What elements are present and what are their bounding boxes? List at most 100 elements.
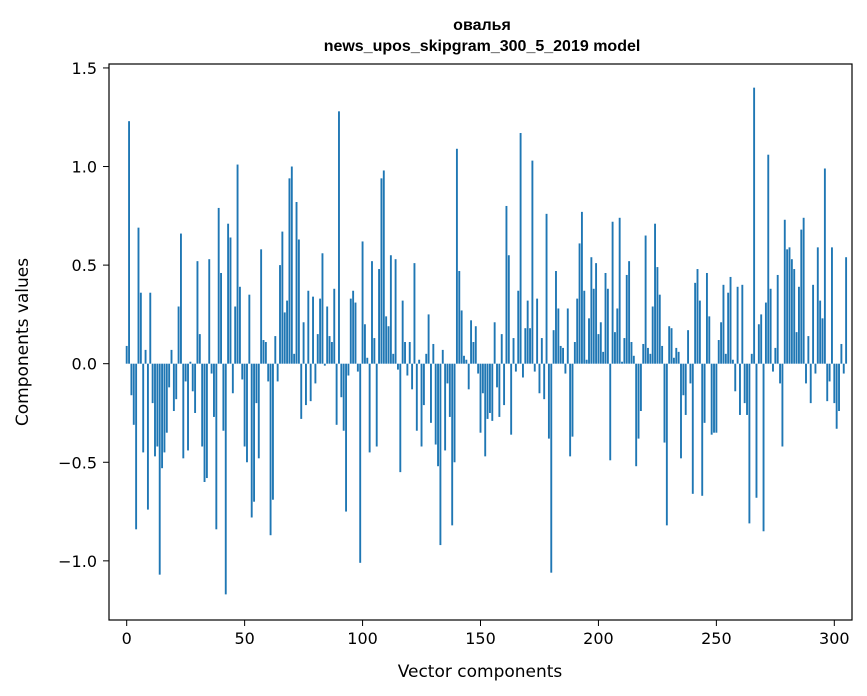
bar-68 xyxy=(286,300,289,364)
bar-0 xyxy=(125,345,128,364)
bar-164 xyxy=(512,338,515,364)
bar-87 xyxy=(330,342,333,364)
bar-41 xyxy=(222,363,225,431)
bar-223 xyxy=(651,306,654,364)
bar-66 xyxy=(281,231,284,364)
bar-180 xyxy=(550,363,553,573)
bar-10 xyxy=(149,292,152,364)
bar-48 xyxy=(238,286,241,364)
bar-54 xyxy=(253,363,256,502)
bar-56 xyxy=(257,363,260,459)
bar-247 xyxy=(708,316,711,364)
bar-224 xyxy=(654,223,656,364)
bar-186 xyxy=(564,363,567,374)
bar-229 xyxy=(665,363,668,526)
bar-61 xyxy=(269,363,272,536)
x-tick-label: 0 xyxy=(122,629,132,648)
bar-288 xyxy=(805,363,807,384)
bar-225 xyxy=(656,267,659,364)
bar-243 xyxy=(698,300,701,364)
bar-156 xyxy=(493,322,496,364)
bar-101 xyxy=(363,324,366,364)
bar-274 xyxy=(772,363,774,372)
bar-140 xyxy=(455,148,458,364)
bar-95 xyxy=(349,298,352,364)
bar-35 xyxy=(208,259,211,364)
bar-253 xyxy=(722,284,725,364)
bar-65 xyxy=(279,265,281,364)
bar-67 xyxy=(283,312,286,364)
bar-143 xyxy=(463,355,465,364)
x-tick-label: 150 xyxy=(465,629,496,648)
bar-4 xyxy=(135,363,138,530)
bar-98 xyxy=(356,363,359,372)
bar-182 xyxy=(555,271,557,364)
bar-245 xyxy=(703,363,706,423)
bar-254 xyxy=(724,353,727,364)
bar-197 xyxy=(590,257,593,364)
bar-107 xyxy=(378,269,381,364)
bar-232 xyxy=(672,357,675,364)
bar-226 xyxy=(658,294,661,364)
bar-199 xyxy=(595,263,598,364)
bar-38 xyxy=(215,363,218,530)
bar-219 xyxy=(642,343,645,364)
bar-221 xyxy=(647,347,649,364)
y-tick-label: 1.0 xyxy=(72,158,97,177)
bar-128 xyxy=(427,314,430,364)
bar-201 xyxy=(599,322,602,364)
bar-24 xyxy=(182,363,185,459)
bar-242 xyxy=(696,269,699,364)
bar-114 xyxy=(394,259,397,364)
bar-103 xyxy=(368,363,371,453)
bar-152 xyxy=(484,363,487,457)
bar-7 xyxy=(142,363,145,453)
bar-74 xyxy=(300,363,303,419)
x-tick-label: 200 xyxy=(583,629,614,648)
x-tick-label: 300 xyxy=(819,629,850,648)
bar-112 xyxy=(389,255,392,364)
bar-139 xyxy=(453,363,456,463)
bar-175 xyxy=(538,363,541,394)
bar-190 xyxy=(573,342,576,364)
bar-127 xyxy=(425,353,428,364)
bar-183 xyxy=(557,308,560,364)
bar-157 xyxy=(496,363,498,388)
y-tick-label: −0.5 xyxy=(58,453,97,472)
bar-45 xyxy=(231,363,234,394)
bar-137 xyxy=(448,363,451,417)
bar-170 xyxy=(526,300,529,364)
bar-73 xyxy=(297,239,300,364)
bar-241 xyxy=(694,282,697,364)
bar-179 xyxy=(547,363,550,439)
bar-291 xyxy=(812,284,815,364)
bar-37 xyxy=(213,363,215,417)
bar-302 xyxy=(838,363,840,412)
bar-236 xyxy=(682,363,685,396)
bar-100 xyxy=(361,241,364,364)
bar-298 xyxy=(828,363,831,382)
bar-231 xyxy=(670,328,673,364)
bar-176 xyxy=(540,338,543,364)
bar-69 xyxy=(288,178,291,364)
bar-9 xyxy=(146,363,149,510)
bar-171 xyxy=(529,328,531,364)
bar-300 xyxy=(833,363,836,404)
bar-51 xyxy=(246,363,248,463)
bar-86 xyxy=(328,336,331,364)
bar-110 xyxy=(385,316,388,364)
bar-275 xyxy=(774,347,777,364)
bar-6 xyxy=(139,292,142,364)
bar-116 xyxy=(399,363,402,473)
bar-297 xyxy=(826,363,829,402)
bar-151 xyxy=(481,363,484,394)
bar-269 xyxy=(760,314,763,364)
bar-239 xyxy=(689,363,692,384)
bar-270 xyxy=(762,363,765,532)
bar-227 xyxy=(661,345,664,364)
bar-99 xyxy=(359,363,362,563)
bar-34 xyxy=(205,363,208,479)
chart-subtitle: news_upos_skipgram_300_5_2019 model xyxy=(324,38,641,55)
bar-162 xyxy=(507,255,510,364)
bar-83 xyxy=(321,253,324,364)
